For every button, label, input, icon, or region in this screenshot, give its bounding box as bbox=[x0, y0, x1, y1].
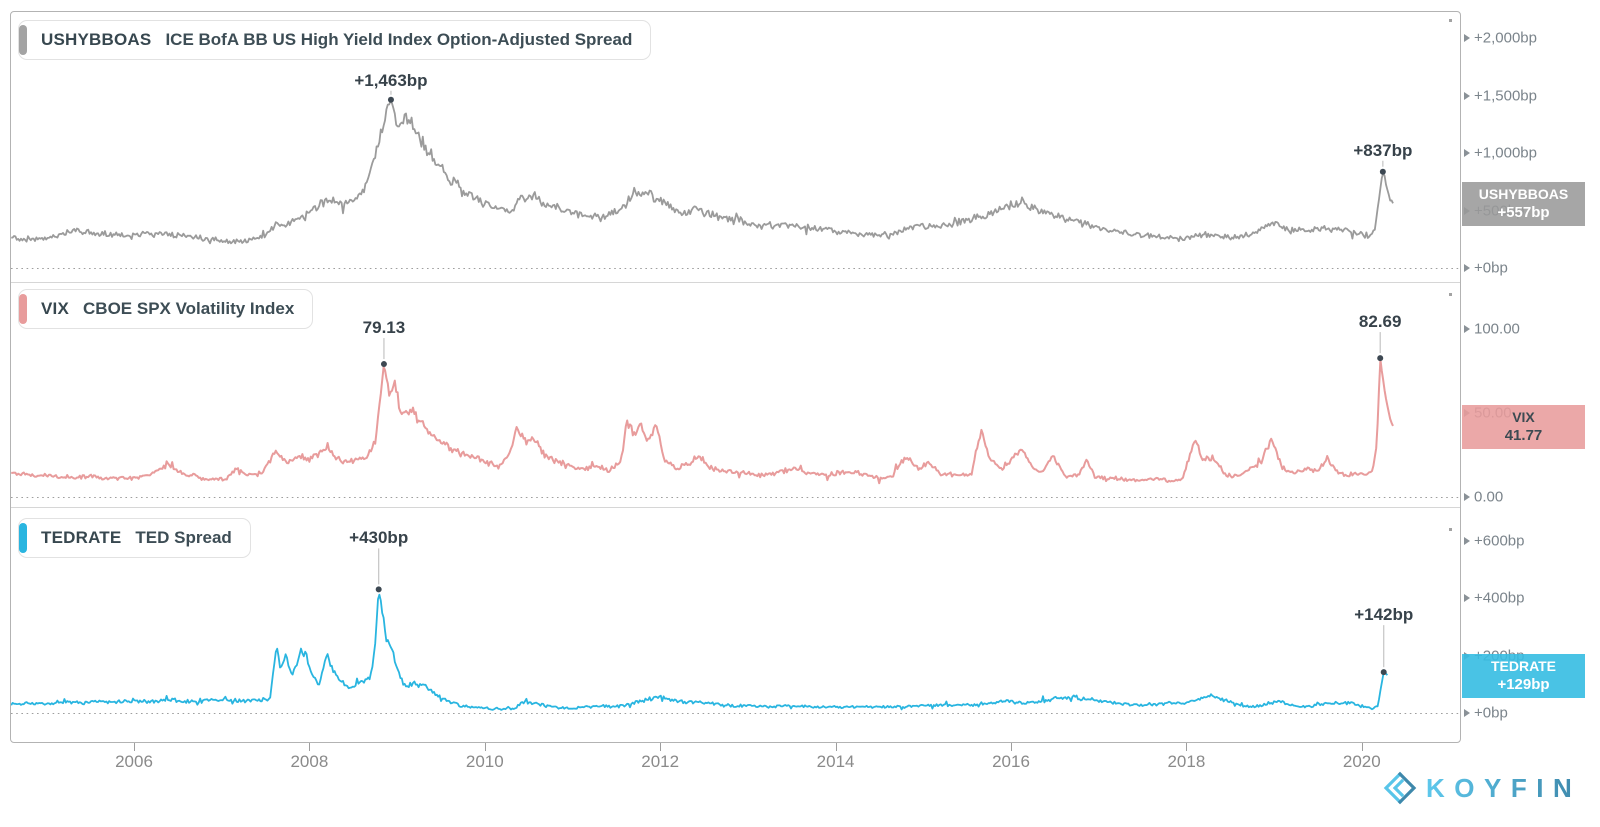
x-axis-year-label: 2016 bbox=[992, 752, 1030, 771]
panel-handle-dot bbox=[1449, 19, 1452, 22]
panel-divider bbox=[11, 507, 1460, 508]
badge-ticker: TEDRATE bbox=[1490, 658, 1557, 675]
price-badge-ushybboas[interactable]: USHYBBOAS +557bp bbox=[1462, 182, 1585, 226]
x-axis-tick bbox=[1361, 743, 1363, 751]
series-name: ICE BofA BB US High Yield Index Option-A… bbox=[165, 30, 633, 49]
badge-value: +129bp bbox=[1497, 676, 1550, 694]
x-axis-tick bbox=[1186, 743, 1188, 751]
x-axis-year-label: 2020 bbox=[1342, 752, 1381, 771]
badge-ticker: VIX bbox=[1512, 409, 1535, 426]
data-point-marker bbox=[387, 96, 394, 103]
badge-ticker: USHYBBOAS bbox=[1478, 186, 1569, 203]
panel-tedrate bbox=[11, 548, 1460, 714]
koyfin-logo[interactable]: KOYFIN bbox=[1378, 768, 1593, 810]
axis-tick-arrow-icon bbox=[1464, 149, 1470, 157]
series-line-tedrate bbox=[11, 593, 1389, 711]
series-label-vix[interactable]: VIX CBOE SPX Volatility Index bbox=[18, 289, 314, 329]
x-axis-year-label: 2006 bbox=[115, 752, 153, 771]
peak-annotation: 82.69 bbox=[1358, 312, 1402, 332]
series-label-tedrate[interactable]: TEDRATE TED Spread bbox=[18, 518, 251, 558]
badge-value: 41.77 bbox=[1504, 427, 1543, 445]
panel-handle-dot bbox=[1449, 293, 1452, 296]
peak-annotation: +1,463bp bbox=[354, 70, 428, 90]
axis-tick-arrow-icon bbox=[1464, 325, 1470, 333]
series-name: TED Spread bbox=[135, 528, 232, 547]
series-ticker: USHYBBOAS bbox=[41, 30, 152, 49]
series-color-bar-icon bbox=[19, 523, 27, 553]
peak-annotation: +142bp bbox=[1354, 605, 1414, 625]
x-axis-year-label: 2014 bbox=[816, 752, 855, 771]
panel-handle-dot bbox=[1449, 528, 1452, 531]
y-axis-tick-label: +600bp bbox=[1474, 532, 1525, 549]
axis-tick-arrow-icon bbox=[1464, 264, 1470, 272]
x-axis-tick bbox=[309, 743, 311, 751]
y-axis-tick-label: +400bp bbox=[1474, 589, 1525, 607]
koyfin-logo-svg: KOYFIN bbox=[1383, 771, 1581, 805]
peak-annotation: +837bp bbox=[1353, 140, 1413, 160]
series-color-bar-icon bbox=[19, 294, 27, 324]
y-axis-tick-label: +0bp bbox=[1474, 704, 1508, 722]
x-axis-tick bbox=[660, 743, 662, 751]
x-axis-tick bbox=[484, 743, 486, 751]
badge-value: +557bp bbox=[1497, 204, 1550, 222]
axis-tick-arrow-icon bbox=[1464, 91, 1470, 100]
axis-tick-arrow-icon bbox=[1464, 594, 1470, 602]
data-point-marker bbox=[375, 586, 382, 593]
x-axis-year-label: 2018 bbox=[1167, 752, 1206, 771]
x-axis-tick bbox=[134, 743, 135, 751]
data-point-marker bbox=[1380, 669, 1387, 676]
plot-border bbox=[10, 11, 1461, 743]
y-axis-tick-label: +1,000bp bbox=[1474, 144, 1537, 162]
series-line-vix bbox=[11, 358, 1394, 485]
panel-divider bbox=[11, 282, 1460, 283]
series-line-ushybboas bbox=[11, 99, 1394, 245]
y-axis-tick-label: 100.00 bbox=[1474, 320, 1520, 338]
data-point-marker bbox=[1377, 355, 1384, 362]
axis-tick-arrow-icon bbox=[1464, 493, 1470, 501]
series-name: CBOE SPX Volatility Index bbox=[83, 299, 295, 318]
price-badge-tedrate[interactable]: TEDRATE +129bp bbox=[1462, 654, 1585, 698]
axis-tick-arrow-icon bbox=[1464, 34, 1470, 42]
y-axis-tick-label: +1,500bp bbox=[1474, 87, 1537, 104]
price-badge-vix[interactable]: VIX 41.77 bbox=[1462, 405, 1585, 449]
x-axis-tick bbox=[1011, 743, 1012, 751]
data-point-marker bbox=[380, 361, 387, 368]
x-axis-year-label: 2008 bbox=[290, 752, 329, 771]
series-label-ushybboas[interactable]: USHYBBOAS ICE BofA BB US High Yield Inde… bbox=[18, 20, 652, 60]
series-color-bar-icon bbox=[19, 25, 27, 55]
y-axis-tick-label: +2,000bp bbox=[1474, 29, 1537, 47]
panel-ushybboas bbox=[11, 90, 1460, 269]
koyfin-logo-text: KOYFIN bbox=[1426, 773, 1581, 803]
panel-vix bbox=[11, 332, 1460, 498]
axis-tick-arrow-icon bbox=[1464, 709, 1470, 717]
y-axis-tick-label: 0.00 bbox=[1474, 488, 1504, 506]
y-axis-tick-label: +0bp bbox=[1474, 259, 1508, 277]
x-axis-tick bbox=[835, 743, 837, 751]
peak-annotation: 79.13 bbox=[362, 318, 406, 338]
x-axis-year-label: 2010 bbox=[465, 752, 504, 771]
series-ticker: TEDRATE bbox=[41, 528, 122, 547]
data-point-marker bbox=[1379, 168, 1386, 175]
peak-annotation: +430bp bbox=[349, 528, 409, 548]
x-axis-year-label: 2012 bbox=[641, 752, 680, 771]
koyfin-logo-icon bbox=[1383, 771, 1417, 805]
series-ticker: VIX bbox=[41, 299, 70, 318]
axis-tick-arrow-icon bbox=[1464, 536, 1470, 545]
